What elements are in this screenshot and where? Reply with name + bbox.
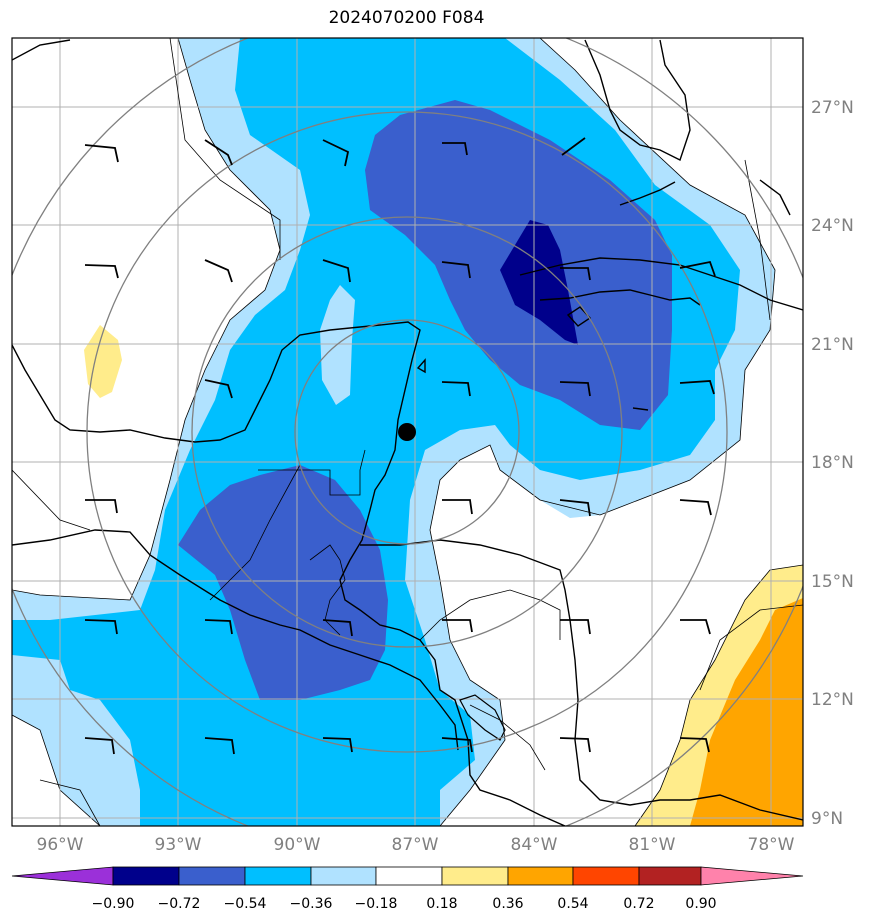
lake-nicaragua [459,694,506,741]
anomaly-light-patch [320,285,355,405]
graticule [12,38,803,826]
lon-label-93: 93°W [155,835,202,855]
contour-lines [12,38,803,826]
colorbar-low-extend [11,866,114,886]
lat-label-15: 15°N [811,572,854,592]
lon-label-90: 90°W [274,835,321,855]
lat-label-21: 21°N [811,335,854,355]
wind-barbs [84,137,716,755]
cb-tick-1: −0.90 [92,896,135,912]
lat-label-18: 18°N [811,453,854,473]
lon-label-84: 84°W [511,835,558,855]
longitude-labels: 96°W 93°W 90°W 87°W 84°W 81°W 78°W [37,835,795,855]
colorbar [11,866,804,886]
borders [12,38,803,826]
colorbar-bin-9 [638,866,702,886]
lon-label-78: 78°W [748,835,795,855]
anomaly-dark-blue-sw [178,465,388,700]
colorbar-bin-1 [112,866,180,886]
lon-label-87: 87°W [392,835,439,855]
map-title: 2024070200 F084 [328,8,485,28]
cb-tick-2: −0.72 [158,896,201,912]
lon-label-96: 96°W [37,835,84,855]
latitude-labels: 27°N 24°N 21°N 18°N 15°N 12°N 9°N [811,98,854,829]
cb-tick-7: 0.36 [492,896,523,912]
map-area [12,38,803,826]
anomaly-orange-se [690,598,803,826]
anomaly-navy-core [500,220,578,345]
colorbar-bin-5 [375,866,443,886]
colorbar-bin-2 [178,866,246,886]
anomaly-yellow-west [84,325,122,398]
colorbar-bin-6 [441,866,509,886]
range-rings [12,38,803,826]
storm-center-marker [398,423,416,441]
cb-tick-5: −0.18 [355,896,398,912]
colorbar-bin-8 [572,866,640,886]
lat-label-24: 24°N [811,216,854,236]
colorbar-bin-4 [310,866,377,886]
lat-label-27: 27°N [811,98,854,118]
cb-tick-10: 0.90 [685,896,716,912]
cb-tick-4: −0.36 [290,896,333,912]
colorbar-bin-3 [244,866,312,886]
map-frame [11,37,804,827]
cb-tick-8: 0.54 [557,896,588,912]
cb-tick-9: 0.72 [623,896,654,912]
cb-tick-3: −0.54 [224,896,267,912]
cb-tick-6: 0.18 [426,896,457,912]
lat-label-12: 12°N [811,690,854,710]
colorbar-tick-labels: −0.90 −0.72 −0.54 −0.36 −0.18 0.18 0.36 … [92,896,717,912]
lon-label-81: 81°W [629,835,676,855]
colorbar-high-extend [700,866,804,886]
lat-label-9: 9°N [811,809,843,829]
colorbar-bin-7 [507,866,574,886]
